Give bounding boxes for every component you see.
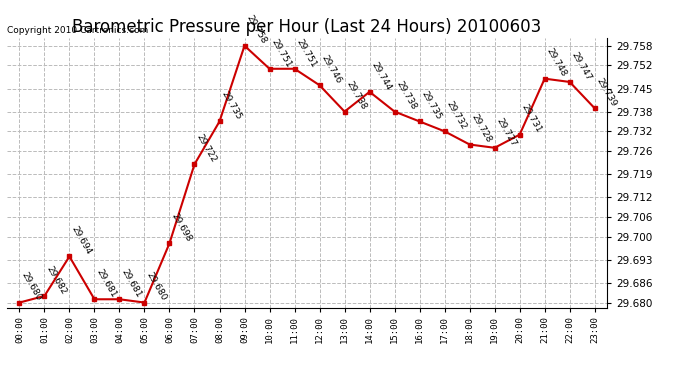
Title: Barometric Pressure per Hour (Last 24 Hours) 20100603: Barometric Pressure per Hour (Last 24 Ho…: [72, 18, 542, 36]
Text: 29.748: 29.748: [544, 47, 568, 79]
Text: 29.735: 29.735: [219, 90, 243, 122]
Text: 29.747: 29.747: [570, 50, 593, 82]
Text: 29.680: 29.680: [19, 271, 43, 303]
Text: 29.746: 29.746: [319, 54, 343, 85]
Text: 29.732: 29.732: [444, 100, 468, 131]
Text: 29.751: 29.751: [270, 37, 293, 69]
Text: 29.681: 29.681: [95, 267, 118, 299]
Text: 29.738: 29.738: [344, 80, 368, 112]
Text: 29.758: 29.758: [244, 14, 268, 46]
Text: 29.681: 29.681: [119, 267, 143, 299]
Text: 29.739: 29.739: [595, 76, 618, 108]
Text: 29.682: 29.682: [44, 264, 68, 296]
Text: 29.694: 29.694: [70, 225, 93, 256]
Text: 29.727: 29.727: [495, 116, 518, 148]
Text: 29.735: 29.735: [420, 90, 443, 122]
Text: 29.751: 29.751: [295, 37, 318, 69]
Text: Copyright 2010 Cartronics.com: Copyright 2010 Cartronics.com: [7, 26, 148, 35]
Text: 29.728: 29.728: [470, 113, 493, 144]
Text: 29.738: 29.738: [395, 80, 418, 112]
Text: 29.722: 29.722: [195, 133, 218, 164]
Text: 29.698: 29.698: [170, 211, 193, 243]
Text: 29.731: 29.731: [520, 103, 543, 135]
Text: 29.680: 29.680: [144, 271, 168, 303]
Text: 29.744: 29.744: [370, 60, 393, 92]
